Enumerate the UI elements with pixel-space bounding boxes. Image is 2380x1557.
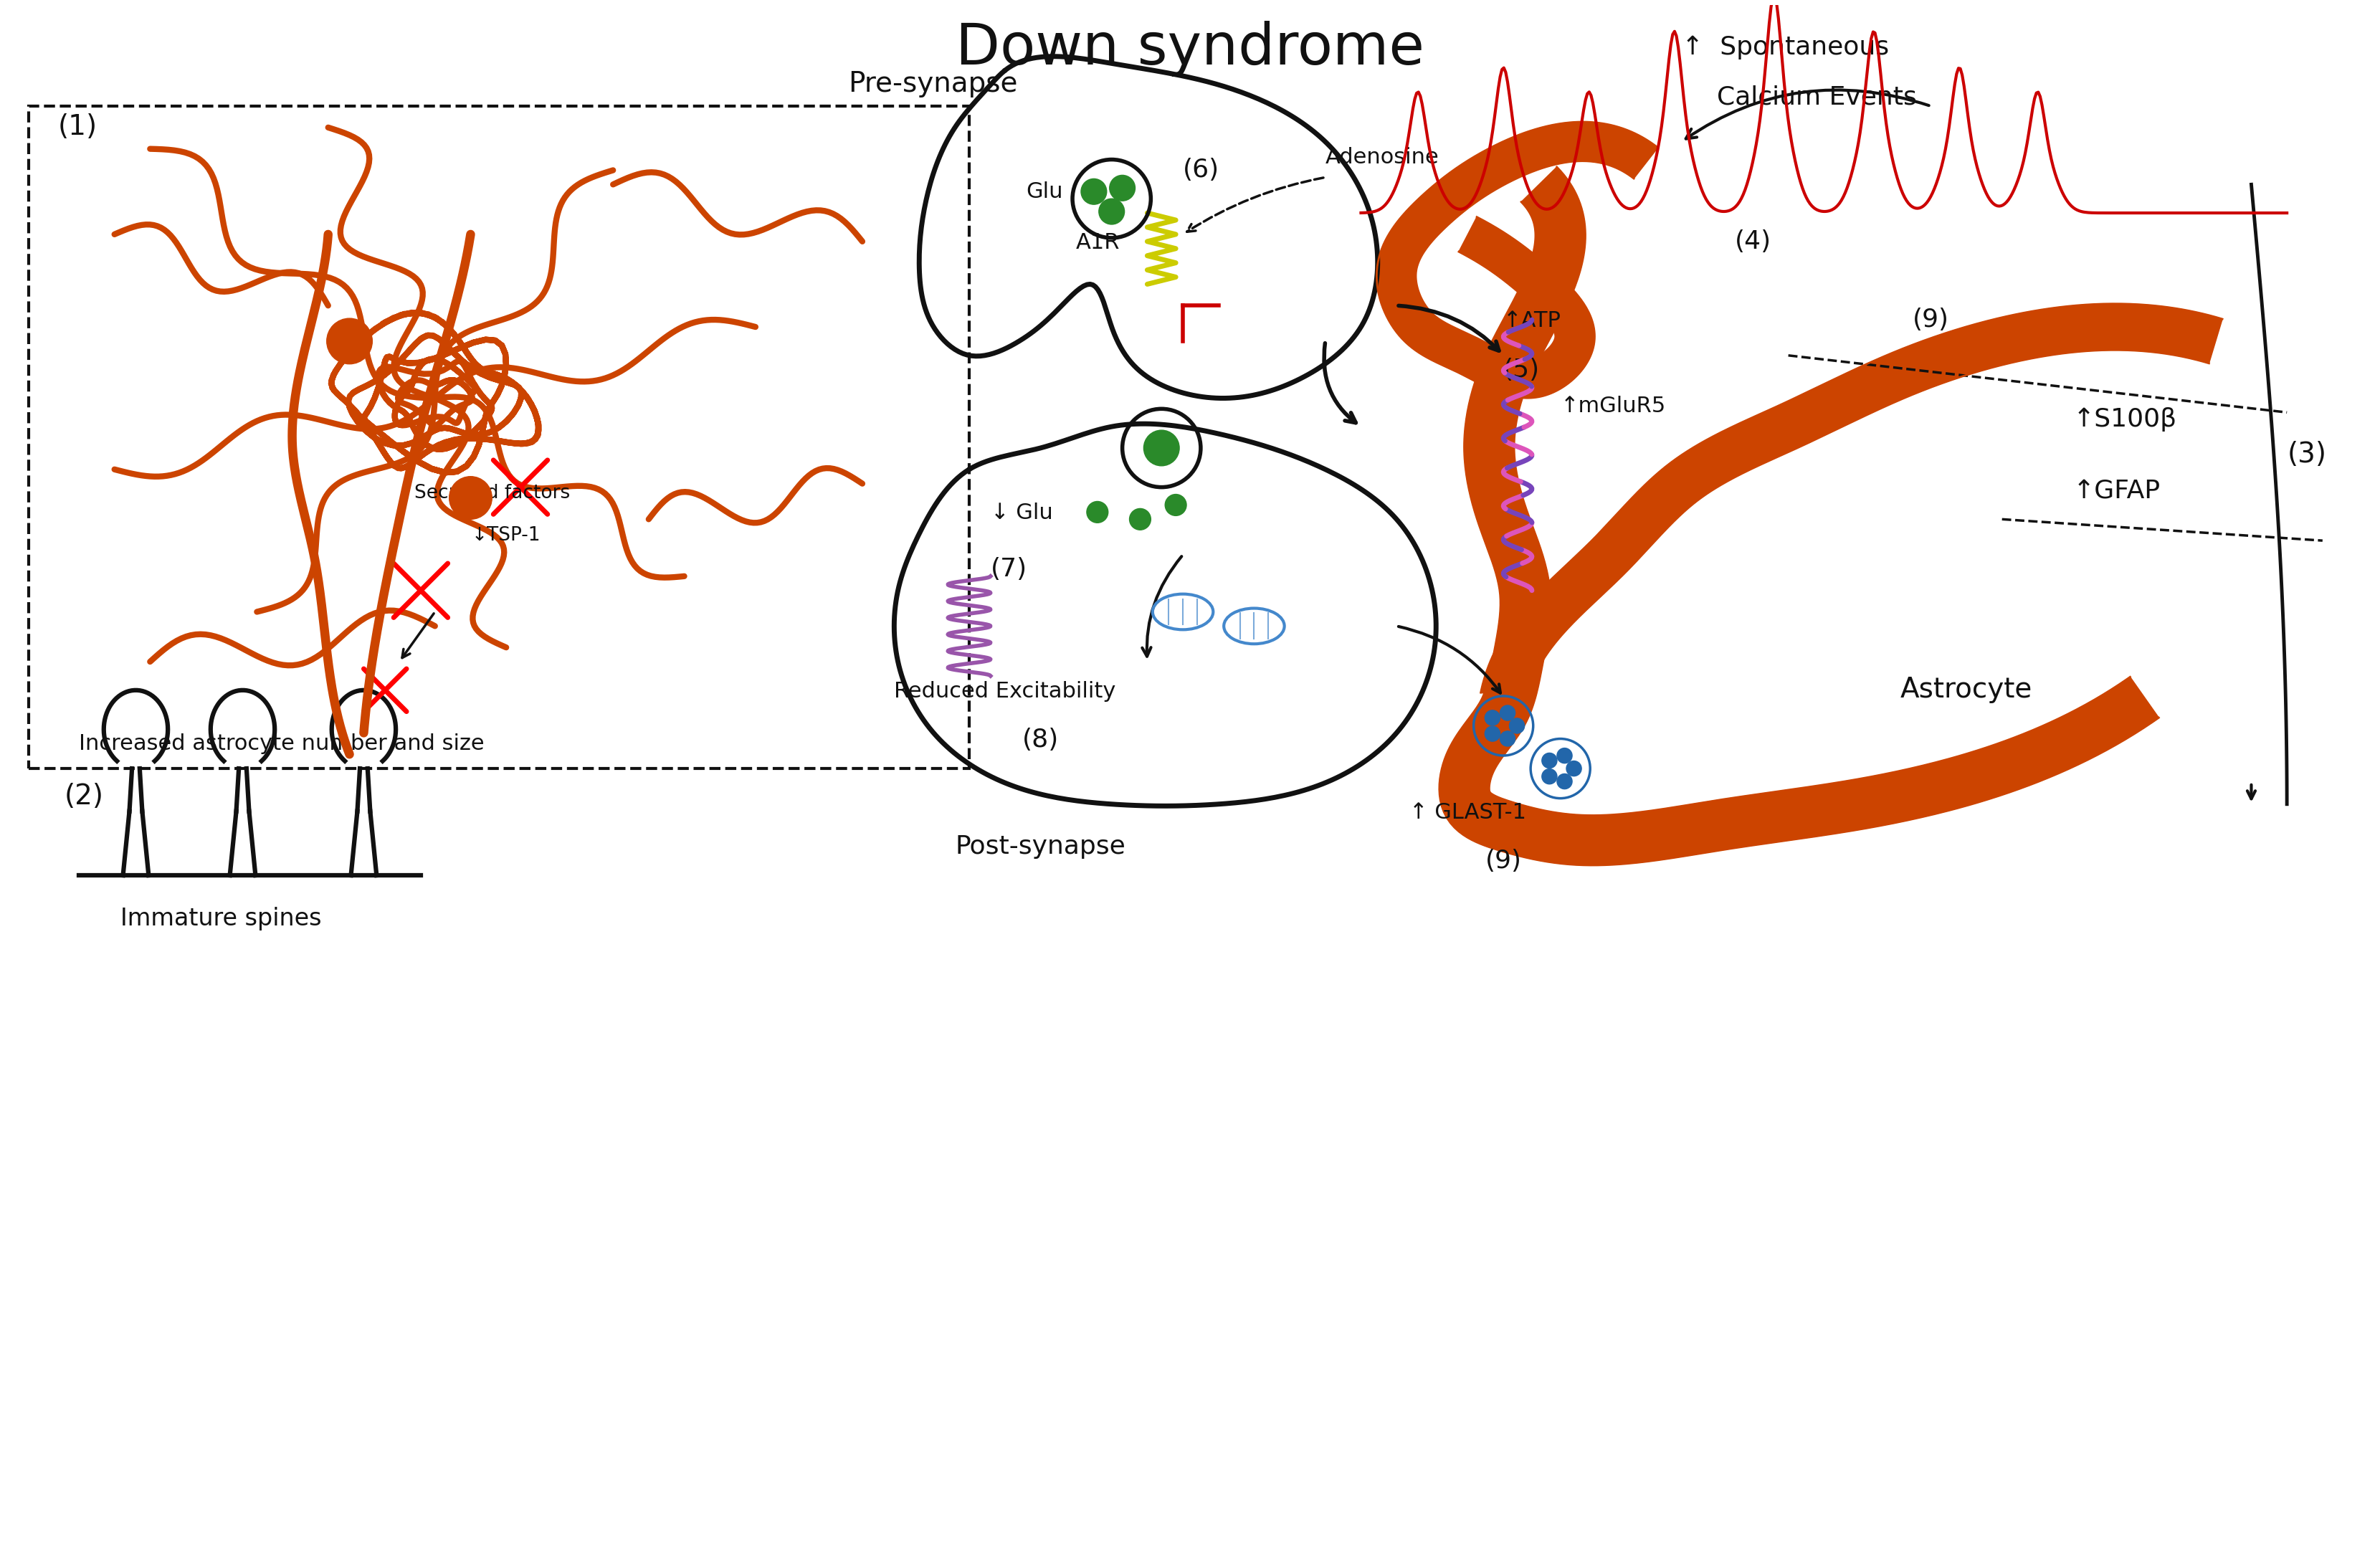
Circle shape bbox=[1166, 494, 1188, 515]
Text: Astrocyte: Astrocyte bbox=[1899, 676, 2033, 704]
Circle shape bbox=[1088, 501, 1109, 523]
Text: (1): (1) bbox=[57, 114, 98, 140]
Circle shape bbox=[1485, 710, 1499, 726]
Text: A1R: A1R bbox=[1076, 232, 1121, 252]
Text: Increased astrocyte number and size: Increased astrocyte number and size bbox=[79, 733, 483, 754]
Bar bbox=[29, 106, 969, 769]
Circle shape bbox=[1109, 176, 1135, 201]
Text: (2): (2) bbox=[64, 783, 105, 810]
Circle shape bbox=[1566, 761, 1580, 775]
Text: ↑GFAP: ↑GFAP bbox=[2073, 478, 2161, 503]
Circle shape bbox=[1557, 747, 1573, 763]
Polygon shape bbox=[1480, 304, 2223, 702]
Polygon shape bbox=[1376, 121, 1659, 399]
Text: Adenosine: Adenosine bbox=[1326, 146, 1440, 168]
Circle shape bbox=[1145, 430, 1180, 466]
Circle shape bbox=[326, 318, 371, 364]
Text: (6): (6) bbox=[1183, 157, 1219, 182]
Polygon shape bbox=[1440, 167, 2159, 866]
Text: ↑mGluR5: ↑mGluR5 bbox=[1561, 395, 1666, 417]
Text: (9): (9) bbox=[1914, 308, 1949, 332]
Text: (8): (8) bbox=[1021, 727, 1059, 752]
Text: ↓ Glu: ↓ Glu bbox=[990, 503, 1052, 523]
Text: Immature spines: Immature spines bbox=[121, 906, 321, 930]
Text: (3): (3) bbox=[2287, 441, 2325, 469]
Text: ↓TSP-1: ↓TSP-1 bbox=[471, 526, 540, 545]
Circle shape bbox=[1130, 509, 1152, 529]
Text: (7): (7) bbox=[990, 557, 1028, 581]
Circle shape bbox=[1485, 726, 1499, 741]
Text: (4): (4) bbox=[1735, 229, 1771, 254]
Text: Glu: Glu bbox=[1026, 181, 1064, 202]
Circle shape bbox=[1499, 732, 1516, 746]
Circle shape bbox=[1542, 754, 1557, 768]
Circle shape bbox=[1499, 705, 1516, 721]
Text: Calcium Events: Calcium Events bbox=[1716, 84, 1916, 109]
Circle shape bbox=[1557, 774, 1573, 789]
Circle shape bbox=[1509, 718, 1526, 733]
Text: ↑S100β: ↑S100β bbox=[2073, 408, 2178, 431]
Text: (9): (9) bbox=[1485, 849, 1521, 873]
Text: ↑ATP: ↑ATP bbox=[1504, 310, 1561, 332]
Circle shape bbox=[450, 476, 493, 518]
Text: Secreted factors: Secreted factors bbox=[414, 484, 569, 503]
Text: Post-synapse: Post-synapse bbox=[954, 835, 1126, 859]
Circle shape bbox=[1542, 769, 1557, 785]
Circle shape bbox=[1100, 199, 1123, 224]
Text: ↑  Spontaneous: ↑ Spontaneous bbox=[1683, 34, 1890, 59]
Text: Down syndrome: Down syndrome bbox=[957, 20, 1423, 76]
Text: Pre-synapse: Pre-synapse bbox=[847, 70, 1019, 98]
Text: ↑ GLAST-1: ↑ GLAST-1 bbox=[1409, 802, 1526, 822]
Circle shape bbox=[1081, 179, 1107, 204]
Text: Reduced Excitability: Reduced Excitability bbox=[895, 680, 1116, 702]
Text: (5): (5) bbox=[1504, 358, 1540, 381]
